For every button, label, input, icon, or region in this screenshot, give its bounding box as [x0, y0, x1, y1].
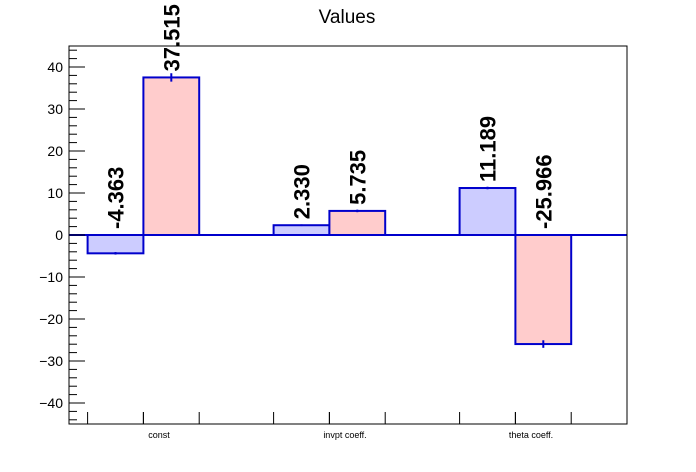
chart-title: Values [319, 7, 376, 28]
bar [514, 234, 573, 346]
x-category-label: theta coeff. [509, 430, 553, 440]
value-label: 37.515 [159, 4, 184, 71]
value-label: 5.735 [345, 150, 370, 205]
x-category-label: invpt coeff. [323, 430, 366, 440]
value-labels: -4.363 37.515 2.330 5.735 11.189 -25.966 [104, 4, 557, 229]
y-tick-label: −20 [39, 311, 63, 327]
bar [328, 209, 387, 236]
y-tick-label: 0 [55, 227, 63, 243]
value-label: -25.966 [531, 154, 556, 229]
bar [142, 76, 201, 236]
x-axis: const invpt coeff. theta coeff. [87, 412, 572, 440]
y-tick-label: 20 [47, 143, 63, 159]
bar [458, 187, 517, 236]
y-tick-label: 10 [47, 185, 63, 201]
bar [86, 234, 145, 255]
y-tick-label: −30 [39, 353, 63, 369]
value-label: 2.330 [290, 164, 315, 219]
y-tick-label: 30 [47, 101, 63, 117]
y-axis: −40 −30 −20 −10 0 10 20 30 40 [39, 49, 85, 421]
x-category-label: const [148, 430, 170, 440]
value-label: 11.189 [476, 116, 501, 182]
bars-layer [86, 73, 573, 348]
value-label: -4.363 [104, 167, 129, 229]
y-tick-label: −10 [39, 269, 63, 285]
bar [272, 224, 331, 237]
y-tick-label: 40 [47, 59, 63, 75]
y-tick-label: −40 [39, 395, 63, 411]
